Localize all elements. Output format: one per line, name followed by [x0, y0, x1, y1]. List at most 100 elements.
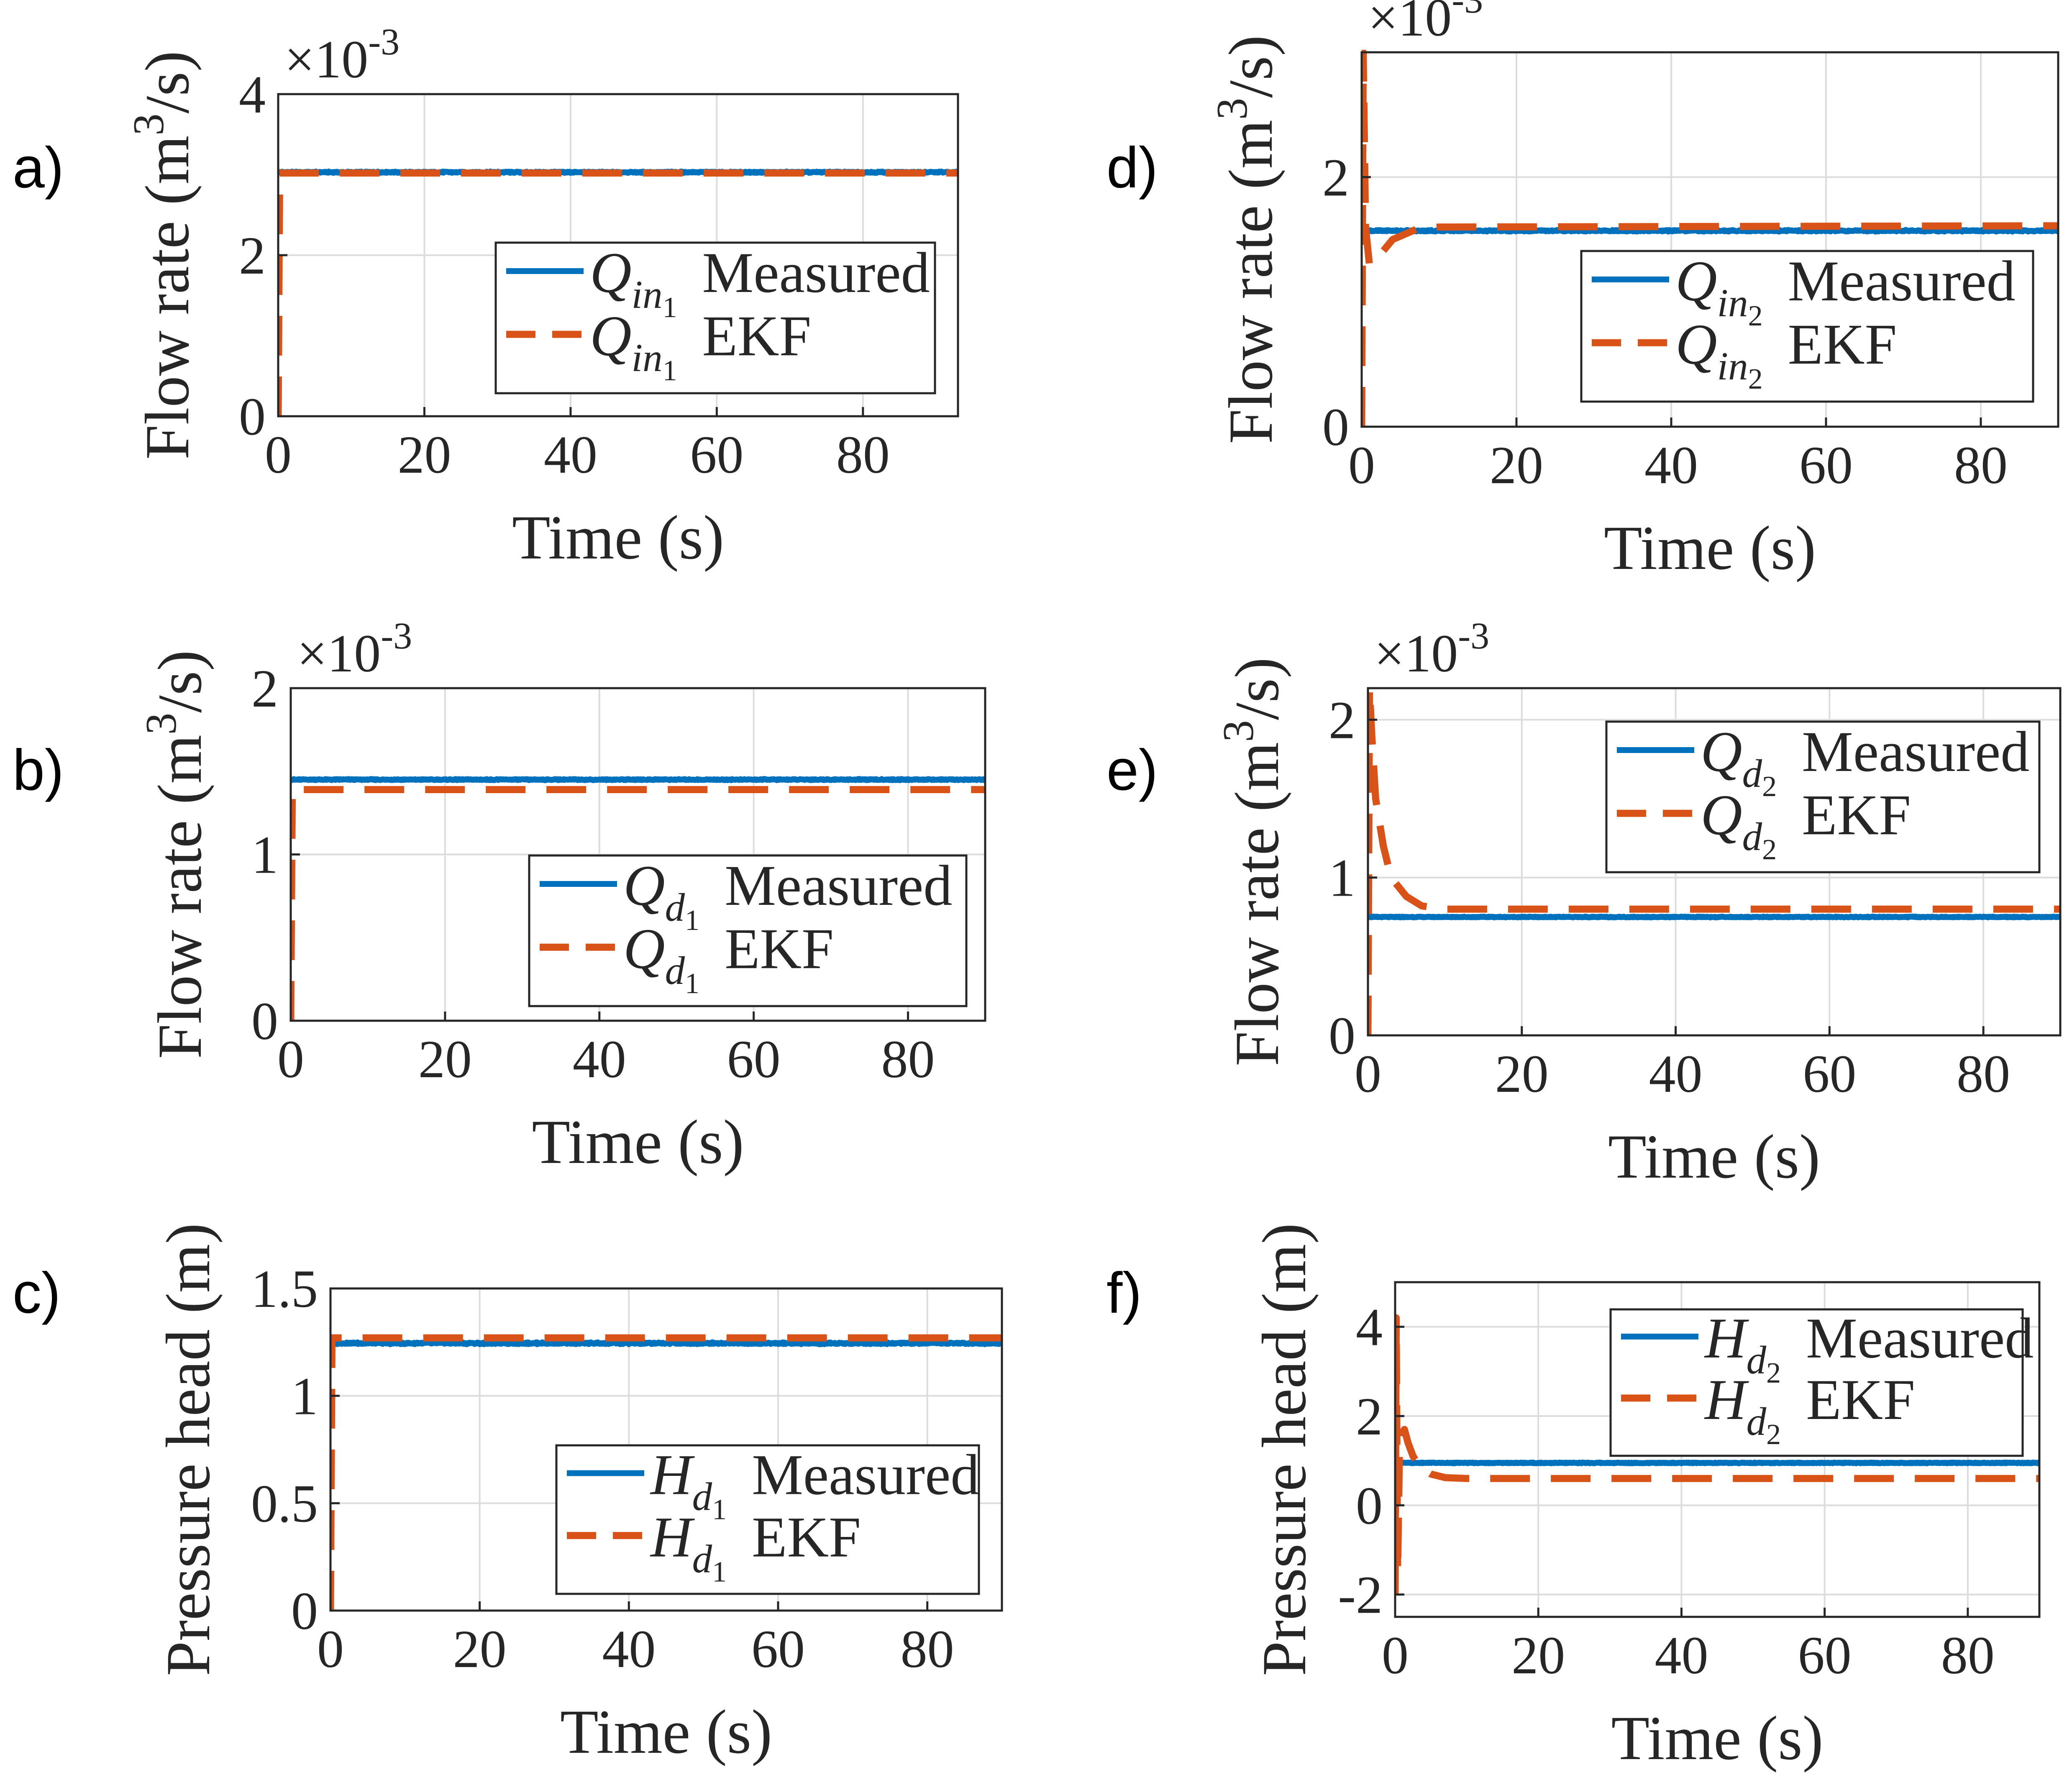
x-tick-label: 20	[418, 1030, 472, 1089]
x-tick-label: 80	[1957, 1044, 2010, 1104]
y-axis-label: Flow rate (m3/s)	[1214, 657, 1292, 1066]
measured-series-line	[330, 1339, 1002, 1347]
legend-entry-label: Qin2Measured	[1675, 249, 2016, 332]
y-tick-label: 1	[251, 825, 278, 885]
y-tick-label: 1	[1329, 848, 1355, 908]
legend-entry-label: Qd1Measured	[623, 853, 952, 937]
x-tick-label: 0	[1382, 1626, 1409, 1685]
x-tick-label: 20	[1490, 435, 1543, 495]
x-axis-label: Time (s)	[1608, 1122, 1820, 1191]
legend-entry-label: Qin2EKF	[1675, 312, 1897, 395]
y-axis-label: Flow rate (m3/s)	[124, 51, 202, 459]
y-axis-label: Flow rate (m3/s)	[1207, 35, 1286, 444]
chart-panel: 0 20 40 60 80 0 2 ×10-3 Time (s) Flow rate (m3/s)…	[1106, 0, 2059, 583]
x-tick-label: 20	[453, 1619, 507, 1679]
legend-entry-label: Qin1Measured	[590, 241, 930, 324]
axis-exponent-label: ×10-3	[297, 615, 412, 683]
y-tick-label: 0	[239, 387, 266, 446]
y-tick-label: 1.5	[251, 1259, 318, 1319]
legend-box	[528, 854, 968, 1007]
axis-exponent-label: ×10-3	[284, 21, 400, 89]
panel-label: e)	[1106, 738, 1158, 802]
y-tick-label: 0	[1329, 1006, 1355, 1065]
legend-box	[1605, 720, 2041, 873]
panel-label: a)	[13, 136, 64, 200]
y-tick-label: 0	[1322, 397, 1349, 457]
x-axis-label: Time (s)	[1604, 513, 1816, 583]
legend-entry-label: Hd2EKF	[1704, 1368, 1915, 1451]
y-tick-label: 0	[1356, 1476, 1383, 1535]
axes-box	[329, 1287, 1003, 1612]
y-tick-label: 0.5	[251, 1474, 318, 1533]
legend-box	[555, 1444, 980, 1595]
y-tick-label: 2	[1322, 148, 1349, 207]
x-tick-label: 20	[1495, 1044, 1549, 1104]
chart-panel: 0 20 40 60 80 0 1 2 ×10-3 Time (s) Flow rate (m3/s…	[13, 615, 986, 1177]
axes-box	[1360, 51, 2059, 428]
axes-box	[1394, 1281, 2041, 1618]
x-tick-label: 60	[727, 1030, 781, 1089]
x-tick-label: 0	[1348, 435, 1375, 495]
x-tick-label: 80	[836, 425, 890, 484]
x-tick-label: 80	[1941, 1626, 1995, 1685]
series-group	[1362, 50, 2058, 427]
x-axis-label: Time (s)	[512, 503, 724, 572]
legend-box	[1580, 250, 2034, 403]
x-tick-label: 60	[1803, 1044, 1856, 1104]
y-tick-label: 2	[239, 226, 266, 285]
x-tick-label: 40	[573, 1030, 626, 1089]
axis-exponent-label: ×10-3	[1368, 0, 1483, 47]
x-tick-label: 40	[602, 1619, 656, 1679]
chart-panel: 0 20 40 60 80 0 2 4 ×10-3 Time (s) Flow rate (m3/s…	[13, 21, 959, 572]
panel-label: f)	[1106, 1261, 1142, 1325]
measured-series-line	[1395, 1459, 2039, 1466]
y-tick-label: 4	[239, 65, 266, 124]
legend-entry-label: Qd2EKF	[1701, 783, 1911, 866]
legend-entry-label: Hd1EKF	[650, 1505, 861, 1588]
y-axis-label: Flow rate (m3/s)	[136, 650, 215, 1059]
x-tick-label: 80	[881, 1030, 935, 1089]
x-tick-label: 80	[901, 1619, 954, 1679]
x-tick-label: 60	[1798, 1626, 1852, 1685]
chart-panel: 0 20 40 60 80 0 1 2 ×10-3 Time (s) Flow rate (m3/s…	[1106, 615, 2062, 1191]
x-tick-label: 20	[397, 425, 451, 484]
y-tick-label: 2	[1356, 1387, 1383, 1446]
y-tick-label: 2	[1329, 690, 1355, 750]
x-axis-label: Time (s)	[532, 1107, 744, 1177]
ekf-series-line	[1395, 1314, 2039, 1595]
panel-label: b)	[13, 738, 64, 802]
y-tick-label: -2	[1338, 1565, 1383, 1625]
x-tick-label: 0	[1355, 1044, 1381, 1104]
x-tick-label: 0	[317, 1619, 344, 1679]
x-tick-label: 40	[1655, 1626, 1708, 1685]
ekf-series-line	[1368, 686, 2060, 1036]
x-tick-label: 80	[1954, 435, 2008, 495]
legend-entry-label: Qd2Measured	[1701, 720, 2029, 803]
panel-label: d)	[1106, 136, 1158, 200]
measured-series-line	[1362, 227, 2058, 235]
x-tick-label: 60	[1799, 435, 1853, 495]
x-tick-label: 60	[690, 425, 743, 484]
y-axis-label: Pressure head (m)	[1250, 1223, 1319, 1676]
y-tick-label: 1	[291, 1367, 318, 1426]
y-tick-label: 0	[251, 991, 278, 1051]
y-axis-label: Pressure head (m)	[154, 1223, 223, 1676]
y-tick-label: 2	[251, 659, 278, 718]
legend-entry-label: Hd1Measured	[650, 1443, 979, 1526]
series-group	[1395, 1314, 2039, 1595]
series-group	[1368, 686, 2060, 1036]
x-tick-label: 40	[1644, 435, 1698, 495]
x-tick-label: 0	[277, 1030, 304, 1089]
panel-label: c)	[13, 1261, 61, 1325]
x-axis-label: Time (s)	[560, 1697, 772, 1767]
y-tick-label: 0	[291, 1581, 318, 1641]
x-tick-label: 40	[544, 425, 597, 484]
x-tick-label: 20	[1511, 1626, 1565, 1685]
axes-box	[1367, 687, 2062, 1037]
